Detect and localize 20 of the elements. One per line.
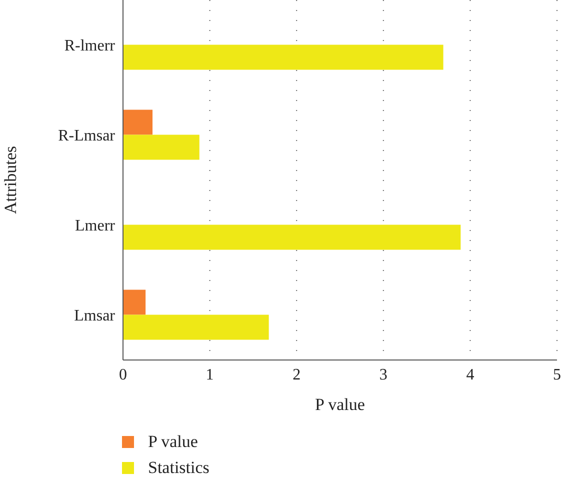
bar xyxy=(123,290,146,315)
x-tick-label: 1 xyxy=(206,366,214,384)
y-tick-label: Lmerr xyxy=(75,218,116,235)
bar xyxy=(123,44,444,70)
y-tick-label: Lmsar xyxy=(74,308,116,325)
bar xyxy=(123,134,200,160)
x-tick-label: 2 xyxy=(292,366,301,384)
y-axis-title: Attributes xyxy=(1,146,20,214)
x-tick-label: 3 xyxy=(379,366,388,384)
y-tick-label: R-Lmsar xyxy=(58,128,116,145)
x-tick-label: 5 xyxy=(553,366,561,384)
legend-label: P value xyxy=(148,432,198,452)
x-axis-title: P value xyxy=(315,395,365,414)
bar xyxy=(123,110,153,135)
x-tick-label: 4 xyxy=(466,366,474,384)
legend-label: Statistics xyxy=(148,458,210,478)
bar xyxy=(123,224,461,250)
y-tick-label: R-lmerr xyxy=(64,38,116,55)
bar xyxy=(123,314,269,340)
x-tick-label: 0 xyxy=(119,366,127,384)
